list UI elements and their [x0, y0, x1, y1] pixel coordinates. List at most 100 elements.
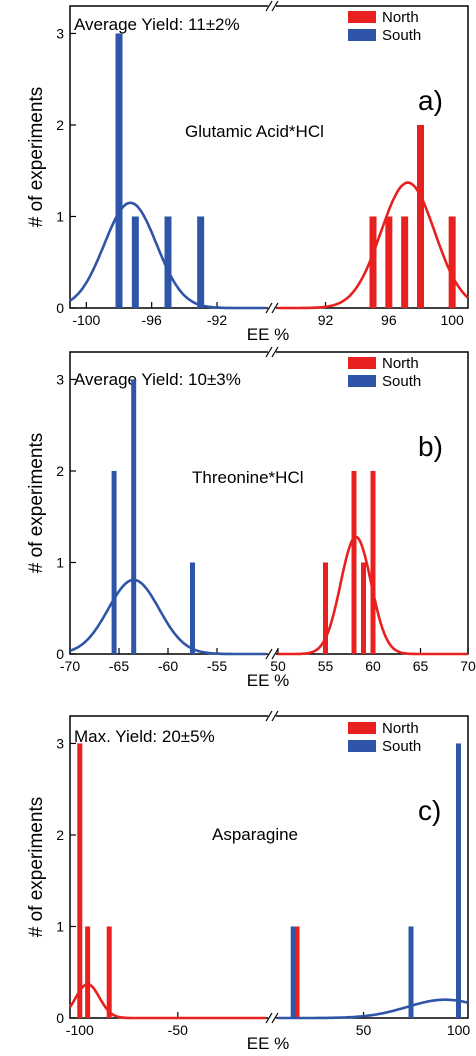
bar-south: [131, 379, 137, 654]
fit-curve-south: [69, 201, 266, 310]
compound-label: Asparagine: [212, 825, 298, 844]
axis-break-mark: [265, 0, 273, 12]
x-tick-label: 96: [381, 312, 397, 328]
chart-marks: 0 1 2 3 -100 -50 50 100: [56, 710, 471, 1038]
legend: North South: [348, 9, 421, 44]
bar-north: [85, 926, 91, 1018]
bar-north: [106, 926, 112, 1018]
legend-label-north: North: [382, 355, 419, 372]
chart-marks: 0 1 2 3 -70 -65 -60 -55 50 55 60 65 70: [56, 346, 476, 674]
x-tick-label: -96: [142, 312, 162, 328]
axis-break-mark: [265, 346, 273, 358]
bar-north: [401, 216, 409, 308]
axis-break-gap: [268, 2, 276, 10]
axis-break-mark: [271, 710, 279, 722]
panel-label: c): [418, 795, 441, 826]
x-tick-label: 50: [270, 658, 286, 674]
plot-frame: [69, 715, 469, 1019]
y-tick-label: 2: [56, 463, 64, 479]
y-tick-label: 2: [56, 827, 64, 843]
y-tick-label: 0: [56, 300, 64, 316]
bar-south: [164, 216, 172, 308]
legend-swatch-south: [348, 375, 376, 387]
bar-north: [294, 926, 300, 1018]
panel-c: Max. Yield: 20±5% Asparagine c) EE % # o…: [26, 710, 471, 1053]
x-tick-label: 55: [318, 658, 334, 674]
bar-north: [369, 216, 377, 308]
x-tick-label: -60: [158, 658, 178, 674]
x-tick-label: 100: [447, 1022, 471, 1038]
panel-b: Average Yield: 10±3% Threonine*HCl b) EE…: [26, 346, 476, 690]
x-tick-label: -92: [207, 312, 227, 328]
legend-label-north: North: [382, 720, 419, 737]
y-tick-label: 2: [56, 117, 64, 133]
chart-marks: 0 1 2 3 -100 -96 -92 92 96 100: [56, 0, 469, 328]
x-axis-label: EE %: [247, 671, 290, 690]
legend-label-north: North: [382, 9, 419, 26]
bar-north: [385, 216, 393, 308]
axis-break-mark: [271, 648, 279, 660]
y-tick-label: 3: [56, 25, 64, 41]
axis-break-mark: [265, 302, 273, 314]
axis-break-mark: [265, 1012, 273, 1024]
bar-south: [111, 470, 117, 654]
legend: North South: [348, 355, 421, 390]
y-axis-label: # of experiments: [26, 433, 47, 573]
compound-label: Threonine*HCl: [192, 468, 304, 487]
x-tick-label: 50: [356, 1022, 372, 1038]
legend: North South: [348, 720, 421, 755]
panel-label: b): [418, 431, 443, 462]
fit-curve-north: [278, 535, 468, 656]
y-tick-label: 1: [56, 918, 64, 934]
x-tick-label: 100: [440, 312, 464, 328]
yield-text: Average Yield: 11±2%: [74, 15, 240, 34]
axis-break-mark: [265, 710, 273, 722]
fit-curve-south: [278, 998, 469, 1020]
axis-break-mark: [271, 1012, 279, 1024]
y-tick-label: 1: [56, 554, 64, 570]
legend-swatch-north: [348, 357, 376, 369]
x-tick-label: 65: [413, 658, 429, 674]
bar-south: [408, 926, 414, 1018]
axis-break-mark: [271, 302, 279, 314]
x-tick-label: 70: [460, 658, 476, 674]
bar-south: [290, 926, 296, 1018]
axis-break-mark: [265, 648, 273, 660]
bar-north: [361, 562, 366, 654]
x-tick-label: -50: [168, 1022, 188, 1038]
axis-break-gap: [268, 304, 276, 312]
y-axis-label: # of experiments: [26, 87, 47, 227]
bar-south: [456, 743, 461, 1018]
y-tick-label: 0: [56, 646, 64, 662]
bar-north: [417, 124, 424, 308]
legend-label-south: South: [382, 27, 421, 44]
bar-south: [115, 33, 123, 309]
x-tick-label: -65: [109, 658, 129, 674]
bar-north: [448, 216, 456, 308]
yield-text: Max. Yield: 20±5%: [74, 727, 215, 746]
bar-south: [197, 216, 205, 308]
plot-frame: [69, 351, 469, 655]
axis-break-mark: [271, 346, 279, 358]
axis-break-gap: [268, 712, 276, 720]
x-tick-label: -55: [207, 658, 227, 674]
bar-north: [323, 562, 328, 654]
x-tick-label: 60: [365, 658, 381, 674]
bar-south: [190, 562, 195, 654]
compound-label: Glutamic Acid*HCl: [185, 122, 324, 141]
legend-swatch-south: [348, 29, 376, 41]
axis-break-gap: [268, 650, 276, 658]
bar-north: [77, 743, 83, 1018]
bar-south: [131, 216, 139, 308]
fit-curve-north: [278, 181, 469, 310]
panel-label: a): [418, 85, 443, 116]
legend-label-south: South: [382, 373, 421, 390]
y-tick-label: 3: [56, 735, 64, 751]
panel-a: Average Yield: 11±2% Glutamic Acid*HCl a…: [26, 0, 469, 344]
axis-break-gap: [268, 348, 276, 356]
y-tick-label: 0: [56, 1010, 64, 1026]
yield-text: Average Yield: 10±3%: [74, 370, 241, 389]
x-tick-label: -100: [72, 312, 100, 328]
x-axis-label: EE %: [247, 325, 290, 344]
